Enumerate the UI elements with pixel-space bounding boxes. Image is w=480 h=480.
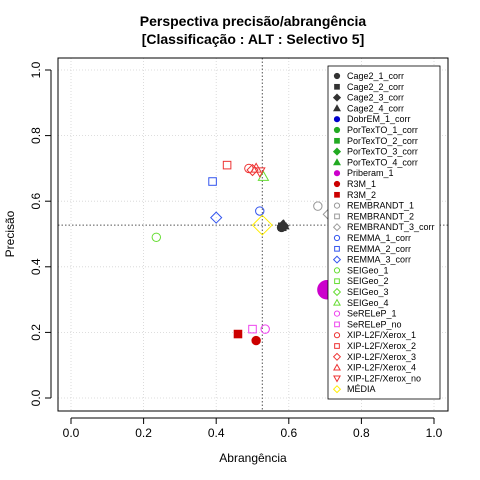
x-tick-label: 0.8	[353, 426, 370, 440]
data-point	[255, 206, 265, 216]
data-point	[251, 214, 273, 236]
legend-marker	[334, 343, 340, 349]
legend-marker	[333, 180, 341, 188]
legend-marker	[334, 83, 340, 90]
legend-label: XIP-L2F/Xerox_2	[347, 341, 416, 351]
data-point	[253, 167, 266, 178]
y-tick-label: 0.2	[29, 324, 43, 341]
legend-marker	[333, 332, 341, 339]
legend-label: Cage2_2_corr	[347, 82, 404, 92]
x-axis: 0.0 0.2 0.4 0.6 0.8 1.0	[63, 417, 443, 440]
legend-marker	[334, 191, 340, 198]
legend-marker	[333, 310, 341, 317]
legend-label: REMBRANDT_3_corr	[347, 222, 435, 232]
legend: Cage2_1_corrCage2_2_corrCage2_3_corrCage…	[327, 65, 441, 400]
data-point	[233, 329, 243, 339]
legend-label: XIP-L2F/Xerox_no	[347, 373, 421, 383]
legend-marker	[334, 278, 340, 285]
legend-marker	[333, 126, 341, 134]
y-tick-label: 0.6	[29, 193, 43, 210]
legend-marker	[332, 147, 342, 156]
chart-subtitle: [Classificação : ALT : Selectivo 5]	[142, 31, 365, 47]
plot-frame	[57, 57, 449, 412]
legend-marker	[333, 363, 341, 371]
legend-label: SEIGeo_3	[347, 287, 389, 297]
legend-marker	[332, 352, 342, 361]
legend-marker	[333, 104, 341, 112]
legend-marker	[333, 298, 341, 306]
legend-label: PorTexTO_4_corr	[347, 157, 418, 167]
legend-label: REMMA_3_corr	[347, 255, 411, 265]
legend-marker	[333, 267, 341, 274]
legend-label: MÉDIA	[347, 384, 376, 394]
legend-marker	[332, 287, 342, 297]
x-tick-label: 0.4	[208, 426, 225, 440]
legend-label: SEIGeo_2	[347, 276, 389, 286]
chart-title: Perspectiva precisão/abrangência	[140, 13, 367, 29]
legend-marker	[334, 321, 340, 328]
legend-marker	[333, 116, 341, 123]
legend-label: SeRELeP_1	[347, 309, 397, 319]
x-tick-label: 0.0	[63, 426, 80, 440]
legend-label: PorTexTO_1_corr	[347, 125, 418, 135]
legend-label: R3M_2	[347, 190, 376, 200]
legend-label: REMMA_1_corr	[347, 233, 411, 243]
legend-label: Cage2_1_corr	[347, 71, 404, 81]
legend-marker	[334, 213, 340, 220]
legend-label: XIP-L2F/Xerox_3	[347, 352, 416, 362]
y-axis-label: Precisão	[3, 210, 17, 257]
x-axis-label: Abrangência	[219, 451, 287, 465]
x-tick-label: 1.0	[426, 426, 443, 440]
legend-marker	[333, 234, 341, 242]
legend-label: REMMA_2_corr	[347, 244, 411, 254]
data-point	[260, 324, 270, 334]
y-tick-label: 0.4	[29, 258, 43, 275]
data-point	[277, 219, 290, 230]
legend-marker	[333, 170, 341, 177]
legend-marker	[333, 202, 341, 209]
legend-label: Cage2_4_corr	[347, 103, 404, 113]
data-point	[222, 160, 232, 170]
legend-items: Cage2_1_corrCage2_2_corrCage2_3_corrCage…	[332, 71, 435, 394]
legend-label: SEIGeo_1	[347, 265, 389, 275]
legend-marker	[333, 72, 341, 80]
legend-label: PorTexTO_3_corr	[347, 147, 418, 157]
legend-box	[327, 65, 441, 400]
legend-marker	[333, 158, 341, 166]
data-point	[313, 201, 323, 211]
legend-label: R3M_1	[347, 179, 376, 189]
legend-label: XIP-L2F/Xerox_4	[347, 363, 416, 373]
data-point	[210, 211, 223, 224]
legend-marker	[334, 245, 340, 252]
y-tick-label: 1.0	[29, 61, 43, 78]
legend-label: DobrEM_1_corr	[347, 114, 411, 124]
x-tick-label: 0.6	[280, 426, 297, 440]
y-axis: 0.0 0.2 0.4 0.6 0.8 1.0	[29, 61, 52, 406]
legend-label: SEIGeo_4	[347, 298, 389, 308]
legend-label: XIP-L2F/Xerox_1	[347, 330, 416, 340]
legend-marker	[332, 385, 342, 394]
data-point	[248, 324, 257, 334]
legend-label: SeRELeP_no	[347, 319, 402, 329]
data-point	[208, 177, 217, 186]
legend-marker	[332, 255, 342, 264]
y-tick-label: 0.0	[29, 389, 43, 406]
legend-label: REMBRANDT_1	[347, 201, 414, 211]
legend-marker	[332, 93, 342, 102]
legend-label: Priberam_1	[347, 168, 394, 178]
data-point	[257, 170, 270, 181]
legend-label: PorTexTO_2_corr	[347, 136, 418, 146]
y-tick-label: 0.8	[29, 127, 43, 144]
data-point	[151, 232, 162, 242]
x-tick-label: 0.2	[135, 426, 152, 440]
legend-marker	[332, 223, 342, 232]
legend-label: REMBRANDT_2	[347, 211, 414, 221]
legend-marker	[333, 375, 341, 383]
legend-label: Cage2_3_corr	[347, 93, 404, 103]
legend-marker	[334, 137, 340, 144]
data-point	[251, 335, 261, 346]
